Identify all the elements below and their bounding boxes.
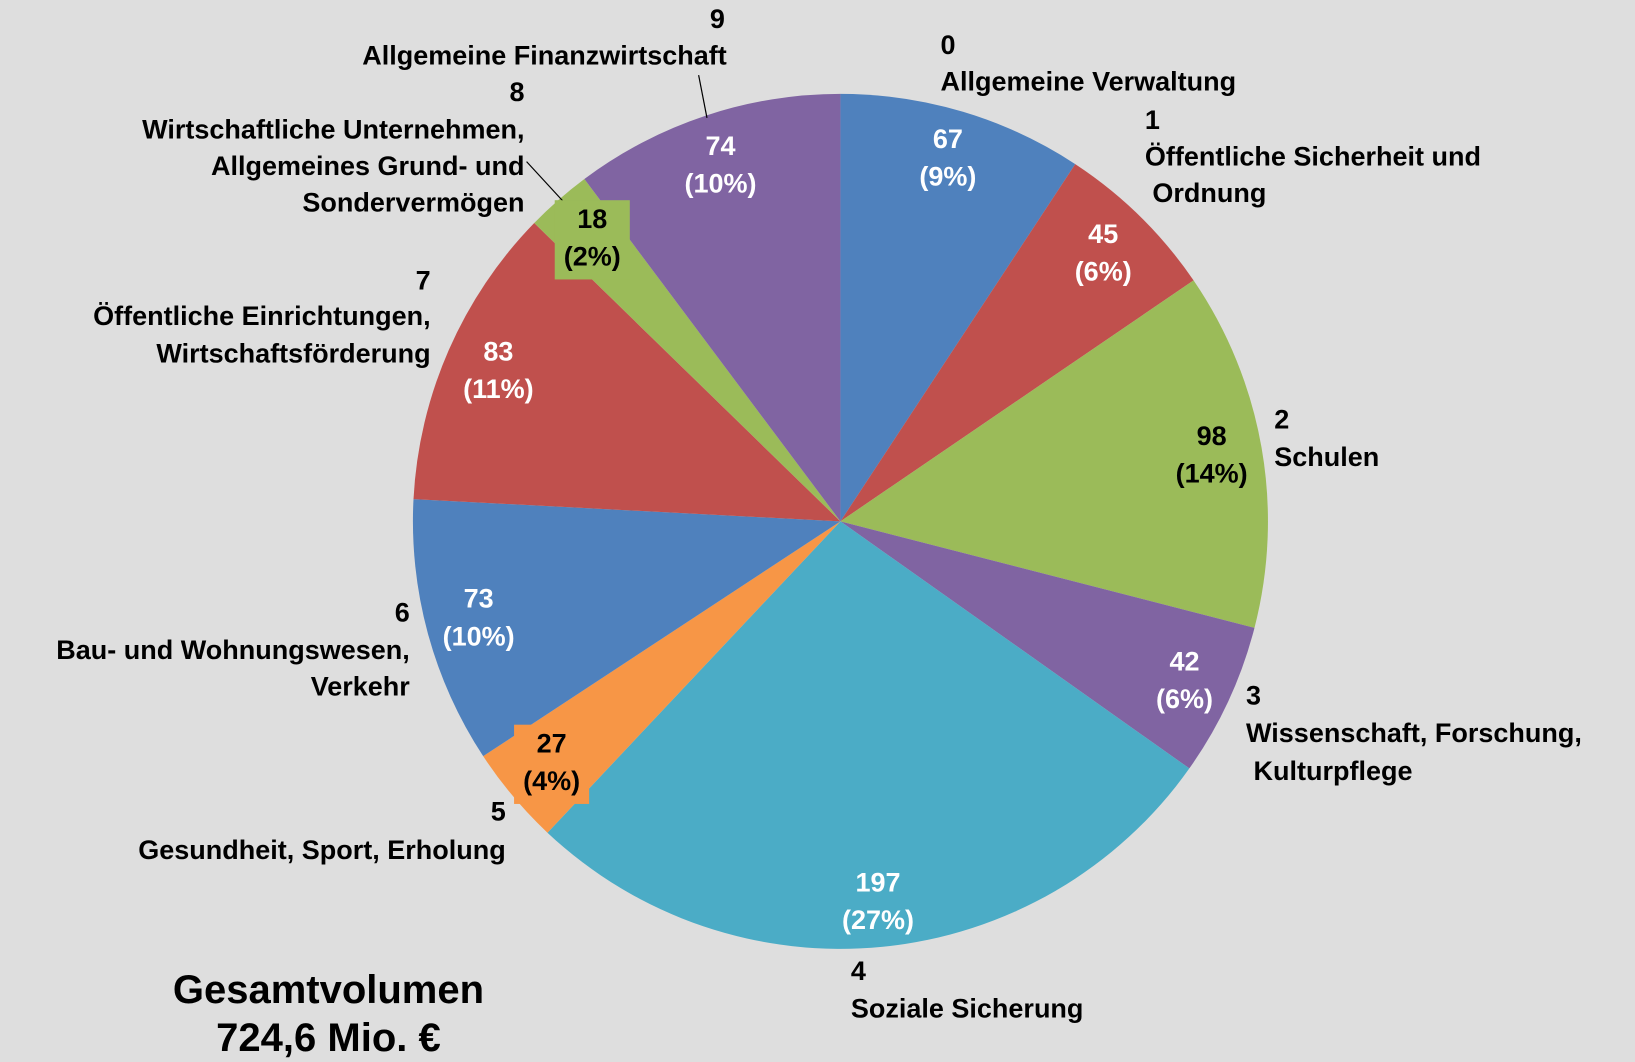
percent-label: (9%) [919, 161, 976, 191]
value-label: 73 [464, 584, 494, 614]
category-number: 7 [416, 266, 431, 296]
category-label: Öffentliche Einrichtungen, [93, 301, 431, 331]
pie-slice [840, 521, 1255, 769]
category-label: Wirtschaftsförderung [156, 339, 430, 369]
value-label: 67 [933, 124, 963, 154]
pie-slice [413, 223, 841, 522]
pie-slice [840, 280, 1268, 628]
total-annotation: 724,6 Mio. € [216, 1016, 441, 1060]
category-label: Bau- und Wohnungswesen, [56, 635, 410, 665]
category-number: 2 [1274, 404, 1289, 434]
percent-label: (6%) [1075, 256, 1132, 286]
percent-label: (10%) [685, 169, 757, 199]
category-number: 0 [941, 30, 956, 60]
category-label: Kulturpflege [1246, 756, 1413, 786]
pie-slice [547, 521, 1190, 949]
category-number: 4 [851, 956, 866, 986]
category-label: Verkehr [311, 671, 411, 701]
value-label: 98 [1197, 421, 1227, 451]
value-label: 197 [855, 867, 900, 897]
value-label: 74 [706, 131, 736, 161]
value-label: 42 [1170, 646, 1200, 676]
leader-line [526, 161, 564, 202]
category-number: 3 [1246, 681, 1261, 711]
pie-slice [840, 164, 1194, 522]
category-label: Soziale Sicherung [851, 994, 1084, 1024]
label-box [554, 200, 630, 280]
category-number: 5 [491, 796, 506, 826]
category-label: Ordnung [1145, 178, 1266, 208]
percent-label: (4%) [523, 766, 580, 796]
value-label: 18 [577, 204, 607, 234]
category-label: Allgemeine Finanzwirtschaft [362, 40, 727, 70]
category-number: 1 [1145, 105, 1160, 135]
category-label: Wissenschaft, Forschung, [1246, 718, 1582, 748]
category-label: Schulen [1274, 442, 1379, 472]
category-label: Gesundheit, Sport, Erholung [138, 835, 506, 865]
total-annotation: Gesamtvolumen [173, 968, 484, 1012]
leader-line [698, 74, 708, 118]
percent-label: (10%) [443, 621, 515, 651]
pie-slice [584, 93, 841, 522]
percent-label: (2%) [564, 242, 621, 272]
category-number: 8 [509, 77, 524, 107]
percent-label: (11%) [463, 374, 534, 404]
category-number: 6 [395, 597, 410, 627]
category-label: Allgemeine Verwaltung [941, 67, 1237, 97]
category-number: 9 [710, 4, 725, 34]
percent-label: (27%) [842, 905, 914, 935]
percent-label: (14%) [1176, 459, 1248, 489]
category-label: Sondervermögen [302, 188, 524, 218]
percent-label: (6%) [1156, 684, 1213, 714]
category-label: Wirtschaftliche Unternehmen, [142, 115, 524, 145]
category-label: Allgemeines Grund- und [211, 151, 525, 181]
label-box [514, 724, 590, 804]
category-label: Öffentliche Sicherheit und [1145, 142, 1481, 172]
value-label: 45 [1088, 219, 1118, 249]
pie-slice [840, 93, 1076, 522]
value-label: 27 [537, 729, 567, 759]
pie-slice [412, 499, 841, 757]
value-label: 83 [483, 337, 513, 367]
